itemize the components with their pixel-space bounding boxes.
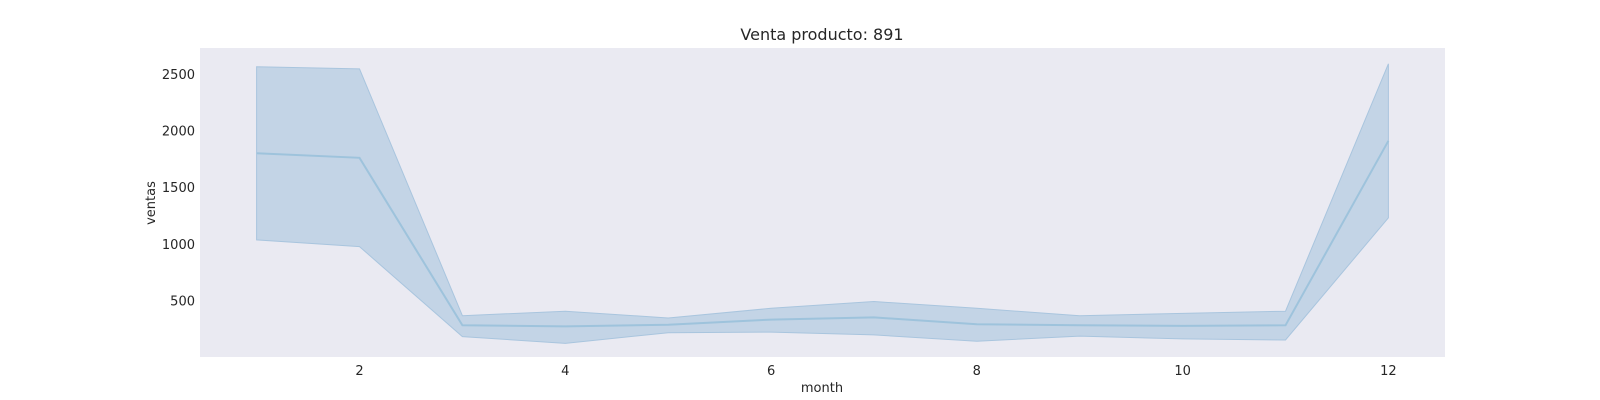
y-tick-label: 2000 [162, 125, 195, 140]
x-tick-label: 12 [1380, 364, 1397, 379]
confidence-band [256, 63, 1389, 344]
chart-title: Venta producto: 891 [740, 25, 903, 44]
x-tick-label: 2 [355, 364, 363, 379]
y-tick-label: 2500 [162, 68, 195, 83]
x-tick-label: 6 [767, 364, 775, 379]
x-tick-label: 10 [1174, 364, 1191, 379]
x-axis-label: month [801, 381, 843, 396]
y-tick-label: 500 [170, 294, 195, 309]
x-tick-label: 4 [561, 364, 569, 379]
x-tick-label: 8 [973, 364, 981, 379]
y-axis-label: ventas [144, 181, 159, 225]
y-tick-label: 1000 [162, 238, 195, 253]
y-tick-label: 1500 [162, 181, 195, 196]
series-line [256, 140, 1390, 328]
